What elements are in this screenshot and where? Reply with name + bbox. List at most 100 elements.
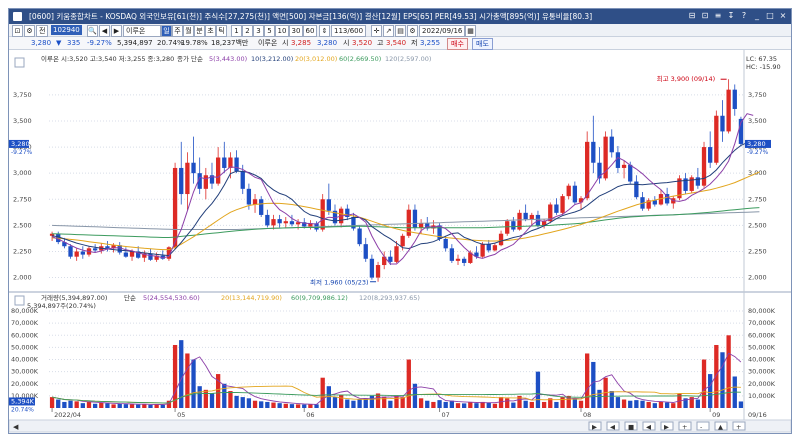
candle-body — [271, 219, 276, 226]
period-tick-button[interactable]: 틱 — [216, 25, 227, 37]
chart-area[interactable]: 3,7503,7503,5003,5003,2503,2503,0003,000… — [8, 50, 792, 433]
period-second-button[interactable]: 초 — [205, 25, 216, 37]
volume-tick-label-right: 70,000K — [748, 319, 776, 327]
prev-stock-icon[interactable]: ◀ — [99, 25, 110, 37]
minute-3-button[interactable]: 3 — [253, 25, 264, 37]
stock-code-input[interactable]: 102940 — [51, 25, 82, 35]
split-icon[interactable]: ⊟ — [688, 11, 696, 20]
turnover-percent: 19.78% — [181, 39, 208, 47]
candle-body — [591, 141, 596, 163]
open-price: 3,285 — [291, 39, 312, 47]
scroll-control-button[interactable] — [732, 421, 746, 431]
candle-body — [92, 248, 98, 251]
crosshair-icon[interactable]: ✛ — [371, 25, 382, 37]
candle-body — [363, 244, 368, 259]
spin-icon[interactable]: ⇕ — [319, 25, 330, 37]
candle-body — [468, 252, 473, 263]
candle-body — [646, 200, 651, 209]
x-axis-label: 09 — [712, 411, 720, 419]
draw-icon[interactable]: ↗ — [383, 25, 394, 37]
date-field[interactable]: 2022/09/16 — [419, 25, 466, 37]
candle-body — [160, 255, 165, 259]
volume-legend-ma20: 20(13,144,719.90) — [221, 294, 282, 302]
period-minute-button[interactable]: 분 — [194, 25, 205, 37]
scroll-control-button[interactable] — [714, 421, 728, 431]
minute-1-button[interactable]: 1 — [231, 25, 242, 37]
chart-canvas[interactable]: 3,7503,7503,5003,5003,2503,2503,0003,000… — [8, 50, 792, 433]
volume-bar — [671, 403, 676, 408]
high-marker-text: 최고 3,900 (09/14) — [657, 74, 716, 83]
volume-bar — [683, 398, 688, 408]
scroll-control-button[interactable] — [624, 421, 638, 431]
volume-last-label: 5,394K — [11, 397, 35, 405]
search-icon[interactable]: 🔍 — [87, 25, 98, 37]
scroll-control-button[interactable] — [678, 421, 692, 431]
menu-icon[interactable]: ≡ — [714, 11, 722, 20]
layout-icon[interactable]: ⊡ — [701, 11, 709, 20]
minute-30-button[interactable]: 30 — [289, 25, 303, 37]
volume-bar — [351, 400, 356, 408]
scroll-bar[interactable] — [8, 419, 792, 433]
volume-bar — [302, 404, 307, 408]
last-price-sub-left: -9.27% — [11, 149, 33, 156]
volume-bar — [166, 400, 172, 408]
candle-body — [234, 157, 239, 172]
period-day-button[interactable]: 일 — [161, 25, 172, 37]
zoom-icon[interactable]: ⚙ — [407, 25, 418, 37]
low-label: 저 — [411, 39, 418, 47]
candle-body — [308, 223, 313, 227]
volume-tick-label-left: 20,000K — [11, 380, 39, 388]
buy-button[interactable]: 매수 — [447, 38, 468, 50]
volume-bar — [400, 397, 405, 408]
volume-bar — [259, 401, 264, 408]
volume-panel-toggle-icon[interactable] — [14, 295, 25, 306]
panel-toggle-icon[interactable] — [14, 57, 25, 68]
candle-body — [726, 89, 731, 132]
scroll-control-button[interactable] — [642, 421, 656, 431]
calendar-icon[interactable]: ▦ — [465, 25, 476, 37]
scroll-control-button[interactable] — [606, 421, 620, 431]
scroll-control-button[interactable] — [696, 421, 710, 431]
minute-60-button[interactable]: 60 — [303, 25, 317, 37]
new-window-icon[interactable]: ⊡ — [12, 25, 23, 37]
close-button[interactable]: × — [779, 11, 787, 20]
maximize-button[interactable]: □ — [766, 11, 774, 20]
volume-bar — [92, 403, 98, 408]
period-option-select[interactable]: 전 — [36, 25, 49, 37]
volume-bar — [708, 374, 713, 408]
volume-bar — [295, 404, 301, 408]
period-week-button[interactable]: 주 — [172, 25, 183, 37]
minimize-button[interactable]: _ — [755, 11, 759, 20]
x-axis-label: 08 — [583, 411, 591, 419]
minute-2-button[interactable]: 2 — [242, 25, 253, 37]
save-icon[interactable]: ▤ — [395, 25, 406, 37]
candle-body — [455, 258, 461, 261]
volume-bar — [136, 404, 141, 408]
pin-icon[interactable]: ↧ — [727, 11, 735, 20]
scroll-control-button[interactable] — [660, 421, 674, 431]
help-icon[interactable]: ? — [741, 11, 747, 20]
volume-bar — [517, 395, 522, 408]
volume-bar — [418, 398, 424, 408]
scroll-control-icon: - — [700, 423, 703, 431]
change-percent: -9.27% — [87, 39, 112, 47]
volume-ma60-line — [52, 391, 741, 404]
minute-10-button[interactable]: 10 — [275, 25, 289, 37]
minute-5-button[interactable]: 5 — [264, 25, 275, 37]
next-stock-icon[interactable]: ▶ — [111, 25, 122, 37]
sell-button[interactable]: 매도 — [472, 38, 493, 50]
count-field[interactable]: 113/600 — [331, 25, 367, 37]
high-label: 고 — [377, 39, 384, 47]
volume-bar — [234, 395, 239, 408]
volume-bar — [179, 340, 184, 408]
stock-name-field[interactable]: 이루온 — [123, 25, 161, 37]
candle-body — [683, 178, 688, 191]
candle-body — [634, 181, 639, 198]
volume-bar — [142, 404, 147, 408]
period-month-button[interactable]: 월 — [183, 25, 194, 37]
hc-text: HC: -15.90 — [746, 63, 781, 71]
scroll-left-icon[interactable]: ◀ — [13, 423, 19, 431]
scroll-control-button[interactable] — [588, 421, 602, 431]
candle-body — [252, 199, 258, 205]
settings-icon[interactable]: ⚙ — [24, 25, 35, 37]
